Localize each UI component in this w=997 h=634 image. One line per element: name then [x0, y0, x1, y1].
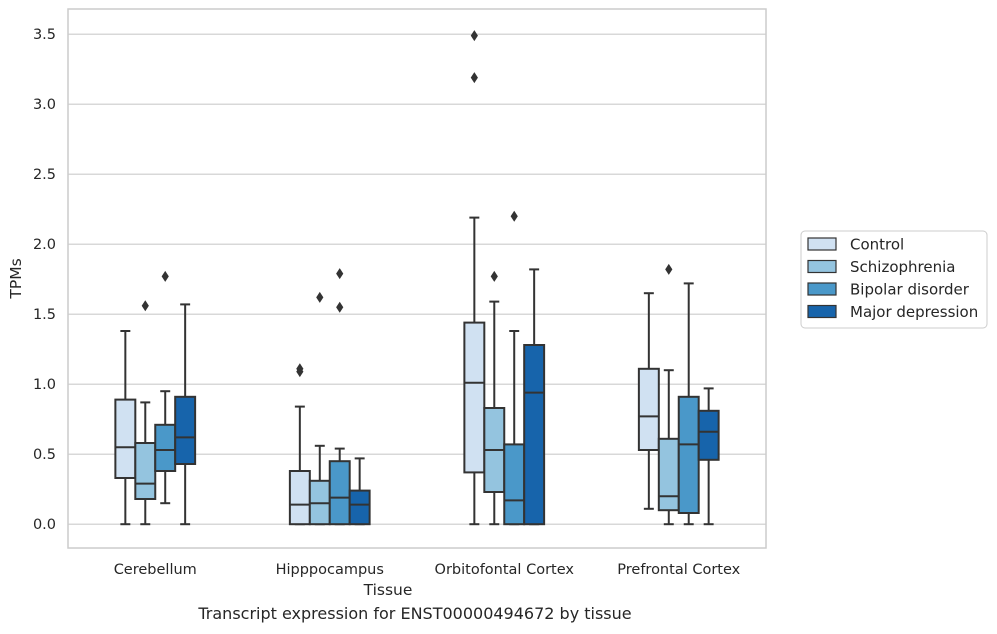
box-iqr [677, 395, 700, 514]
box-iqr [174, 395, 197, 465]
box-iqr [154, 423, 177, 472]
plot-frame [67, 8, 767, 549]
legend-item-label: Bipolar disorder [850, 281, 970, 299]
outlier-point [336, 268, 344, 280]
y-tick-label: 0.5 [33, 447, 56, 463]
box-iqr [463, 321, 486, 474]
y-tick-label: 2.0 [33, 237, 56, 253]
box-schizophrenia [657, 263, 680, 526]
box-schizophrenia [308, 291, 331, 526]
outlier-point [490, 270, 498, 282]
box-schizophrenia [483, 270, 506, 526]
x-tick-label: Orbitofontal Cortex [435, 562, 575, 578]
chart-caption: Transcript expression for ENST0000049467… [198, 604, 632, 623]
legend-swatch [807, 259, 837, 274]
x-tick-label: Prefrontal Cortex [617, 562, 740, 578]
box-control [288, 363, 311, 526]
outlier-point [161, 270, 169, 282]
box-iqr [503, 443, 526, 526]
outlier-point [470, 30, 478, 42]
box-iqr [657, 437, 680, 512]
box-major-depression [174, 303, 197, 526]
x-tick-label: Hipppocampus [276, 562, 384, 578]
x-tick-label: Cerebellum [114, 562, 197, 578]
outlier-point [296, 363, 304, 375]
box-iqr [637, 367, 660, 451]
legend-swatch [807, 304, 837, 319]
box-major-depression [697, 387, 720, 526]
y-axis-label: TPMs [7, 258, 25, 299]
legend-frame [800, 230, 988, 329]
legend-item-label: Schizophrenia [850, 258, 955, 276]
y-tick-label: 1.0 [33, 377, 56, 393]
box-iqr [523, 344, 546, 526]
legend-swatch [807, 282, 837, 296]
outlier-point [141, 300, 149, 312]
outlier-point [470, 72, 478, 84]
box-iqr [134, 442, 157, 500]
y-axis: 0.0 0.5 1.0 1.5 2.0 2.5 3.0 3.5 [33, 27, 56, 533]
box-bipolar-disorder [154, 270, 177, 505]
box-plot-chart: 0.0 0.5 1.0 1.5 2.0 2.5 3.0 3.5 Cerebellum Hippp… [7, 8, 988, 599]
box-iqr [328, 460, 351, 526]
x-axis: Cerebellum Hipppocampus Orbitofontal Corte… [114, 562, 741, 578]
y-tick-label: 3.5 [33, 27, 56, 43]
plot-area [114, 30, 720, 526]
box-major-depression [348, 457, 371, 526]
outlier-point [336, 301, 344, 313]
box-iqr [288, 470, 311, 526]
box-control [114, 330, 137, 526]
y-tick-label: 2.5 [33, 167, 56, 183]
y-tick-label: 0.0 [33, 517, 56, 533]
outlier-point [316, 291, 324, 303]
legend-swatch [807, 237, 837, 251]
box-bipolar-disorder [328, 268, 351, 526]
x-axis-label: Tissue [363, 581, 413, 599]
box-bipolar-disorder [503, 210, 526, 526]
box-schizophrenia [134, 300, 157, 526]
legend-item-label: Control [850, 236, 904, 254]
legend-item-label: Major depression [850, 303, 978, 321]
y-tick-label: 1.5 [33, 307, 56, 323]
box-iqr [697, 409, 720, 461]
box-control [637, 292, 660, 510]
outlier-point [510, 210, 518, 222]
box-control [463, 30, 486, 526]
box-major-depression [523, 268, 546, 526]
legend: Control Schizophrenia Bipolar disorder Majo… [800, 230, 988, 329]
box-iqr [348, 489, 371, 526]
box-bipolar-disorder [677, 282, 700, 526]
y-tick-label: 3.0 [33, 97, 56, 113]
outlier-point [665, 263, 673, 275]
box-iqr [114, 398, 137, 480]
